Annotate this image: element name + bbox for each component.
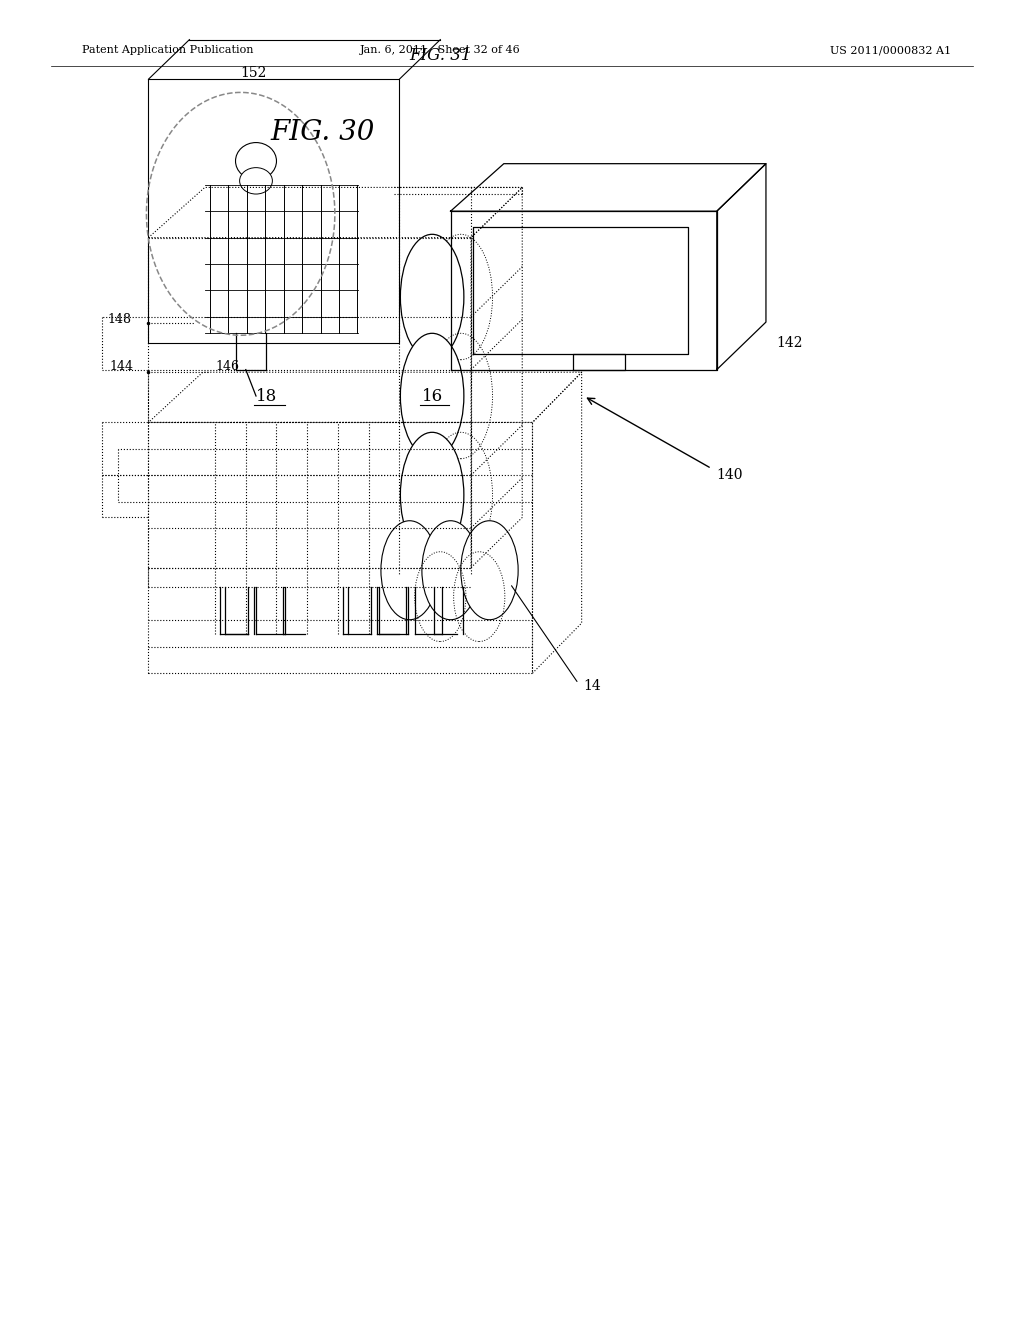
Text: 140: 140: [717, 469, 743, 482]
Ellipse shape: [461, 521, 518, 620]
Ellipse shape: [400, 433, 464, 557]
Text: 144: 144: [110, 360, 133, 374]
Text: Patent Application Publication: Patent Application Publication: [82, 45, 253, 55]
Text: 14: 14: [584, 680, 601, 693]
Ellipse shape: [381, 521, 438, 620]
Text: 16: 16: [422, 388, 442, 404]
Text: FIG. 31: FIG. 31: [409, 48, 472, 63]
Text: 152: 152: [241, 66, 267, 79]
Ellipse shape: [236, 143, 276, 180]
Ellipse shape: [400, 334, 464, 459]
Ellipse shape: [240, 168, 272, 194]
Text: US 2011/0000832 A1: US 2011/0000832 A1: [830, 45, 951, 55]
Text: FIG. 30: FIG. 30: [270, 119, 375, 145]
Text: 146: 146: [215, 360, 239, 374]
Ellipse shape: [400, 235, 464, 360]
Text: 142: 142: [776, 337, 803, 350]
Ellipse shape: [422, 521, 479, 620]
Text: Jan. 6, 2011   Sheet 32 of 46: Jan. 6, 2011 Sheet 32 of 46: [360, 45, 520, 55]
Text: 18: 18: [256, 388, 276, 404]
Text: 148: 148: [108, 313, 131, 326]
